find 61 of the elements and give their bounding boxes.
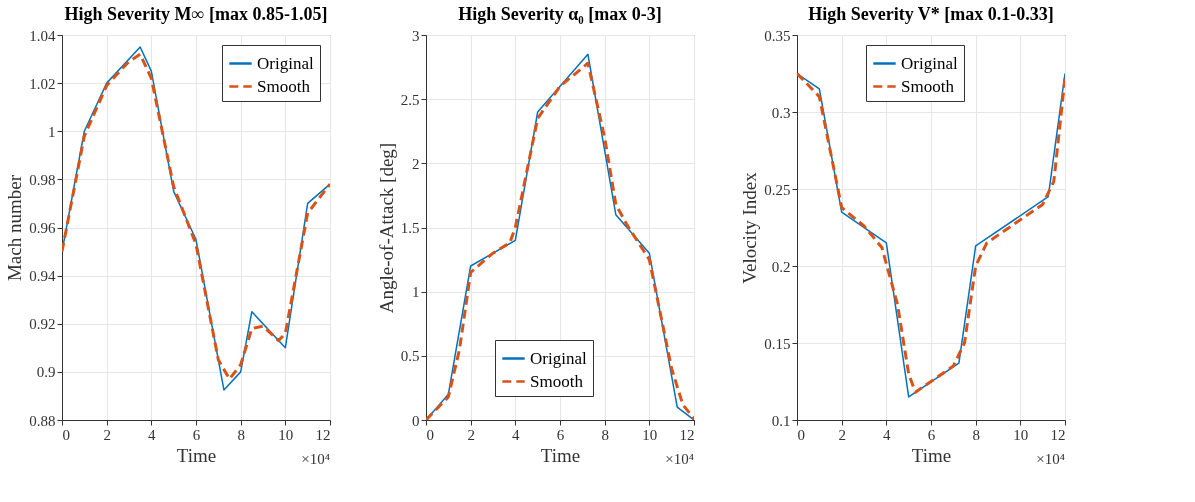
y-tick-label: 2.5	[400, 91, 420, 108]
y-tick-label: 0	[412, 412, 420, 429]
legend-label: Smooth	[901, 76, 955, 96]
text: ×10⁴	[665, 451, 694, 467]
y-tick-label: 1.02	[29, 75, 56, 92]
y-tick-label: 2	[412, 155, 420, 172]
y-tick-label: 0.9	[36, 364, 56, 381]
x-tick-label: 0	[797, 426, 805, 443]
x-tick-label: 6	[927, 426, 936, 443]
y-tick-label: 1.5	[400, 220, 420, 236]
x-tick-label: 2	[103, 426, 111, 443]
y-tick-label: 1	[412, 284, 420, 301]
chart-title: High Severity α₀ [max 0-3]	[458, 4, 662, 24]
y-tick-label: 0.98	[29, 171, 56, 188]
chart-title: High Severity M∞ [max 0.85-1.05]	[64, 4, 328, 24]
x-tick-label: 4	[512, 426, 521, 443]
x-tick-label: 8	[237, 426, 245, 443]
x-tick-label: 10	[1013, 426, 1029, 443]
x-tick-label: 4	[883, 426, 892, 443]
x-tick-label: 12	[679, 426, 695, 443]
x-tick-label: 0	[426, 426, 434, 443]
x-axis-title: Time	[911, 444, 952, 466]
y-tick-label: 0.2	[771, 258, 791, 275]
y-axis-title: Angle-of-Attack [deg]	[375, 142, 397, 314]
x-tick-label: 2	[467, 426, 475, 443]
y-tick-label: 0.92	[29, 316, 56, 333]
x-tick-label: 2	[838, 426, 846, 443]
legend-label: Original	[901, 53, 958, 73]
y-axis-title: Mach number	[4, 174, 26, 282]
x-tick-label: 8	[601, 426, 609, 443]
x-axis-title: Time	[540, 444, 581, 466]
y-tick-label: 0.88	[29, 412, 56, 429]
x-tick-label: 12	[315, 426, 331, 443]
chart-title: High Severity V* [max 0.1-0.33]	[808, 4, 1054, 24]
y-tick-label: 0.35	[764, 27, 791, 44]
x-tick-label: 4	[148, 426, 157, 443]
legend-label: Original	[530, 348, 587, 368]
y-tick-label: 0.3	[771, 104, 791, 121]
y-tick-label: 0.1	[771, 412, 791, 429]
x-tick-label: 10	[642, 426, 658, 443]
x-tick-label: 6	[192, 426, 201, 443]
x-tick-label: 8	[972, 426, 980, 443]
y-tick-label: 0.25	[764, 181, 791, 198]
y-tick-label: 0.15	[764, 335, 791, 352]
y-tick-label: 1.04	[29, 27, 56, 44]
y-tick-label: 0.96	[29, 220, 56, 236]
text: ×10⁴	[1036, 451, 1065, 467]
legend-label: Smooth	[530, 371, 584, 391]
x-tick-label: 10	[278, 426, 294, 443]
y-axis-title: Velocity Index	[739, 171, 761, 284]
y-tick-label: 3	[412, 27, 420, 44]
y-tick-label: 0.94	[29, 268, 56, 285]
y-tick-label: 0.5	[400, 348, 420, 365]
x-axis-title: Time	[176, 444, 217, 466]
legend-label: Original	[257, 53, 314, 73]
x-tick-label: 0	[62, 426, 70, 443]
x-tick-label: 12	[1050, 426, 1066, 443]
y-tick-label: 1	[48, 123, 56, 140]
text: ×10⁴	[301, 451, 330, 467]
legend-label: Smooth	[257, 76, 311, 96]
x-tick-label: 6	[556, 426, 565, 443]
